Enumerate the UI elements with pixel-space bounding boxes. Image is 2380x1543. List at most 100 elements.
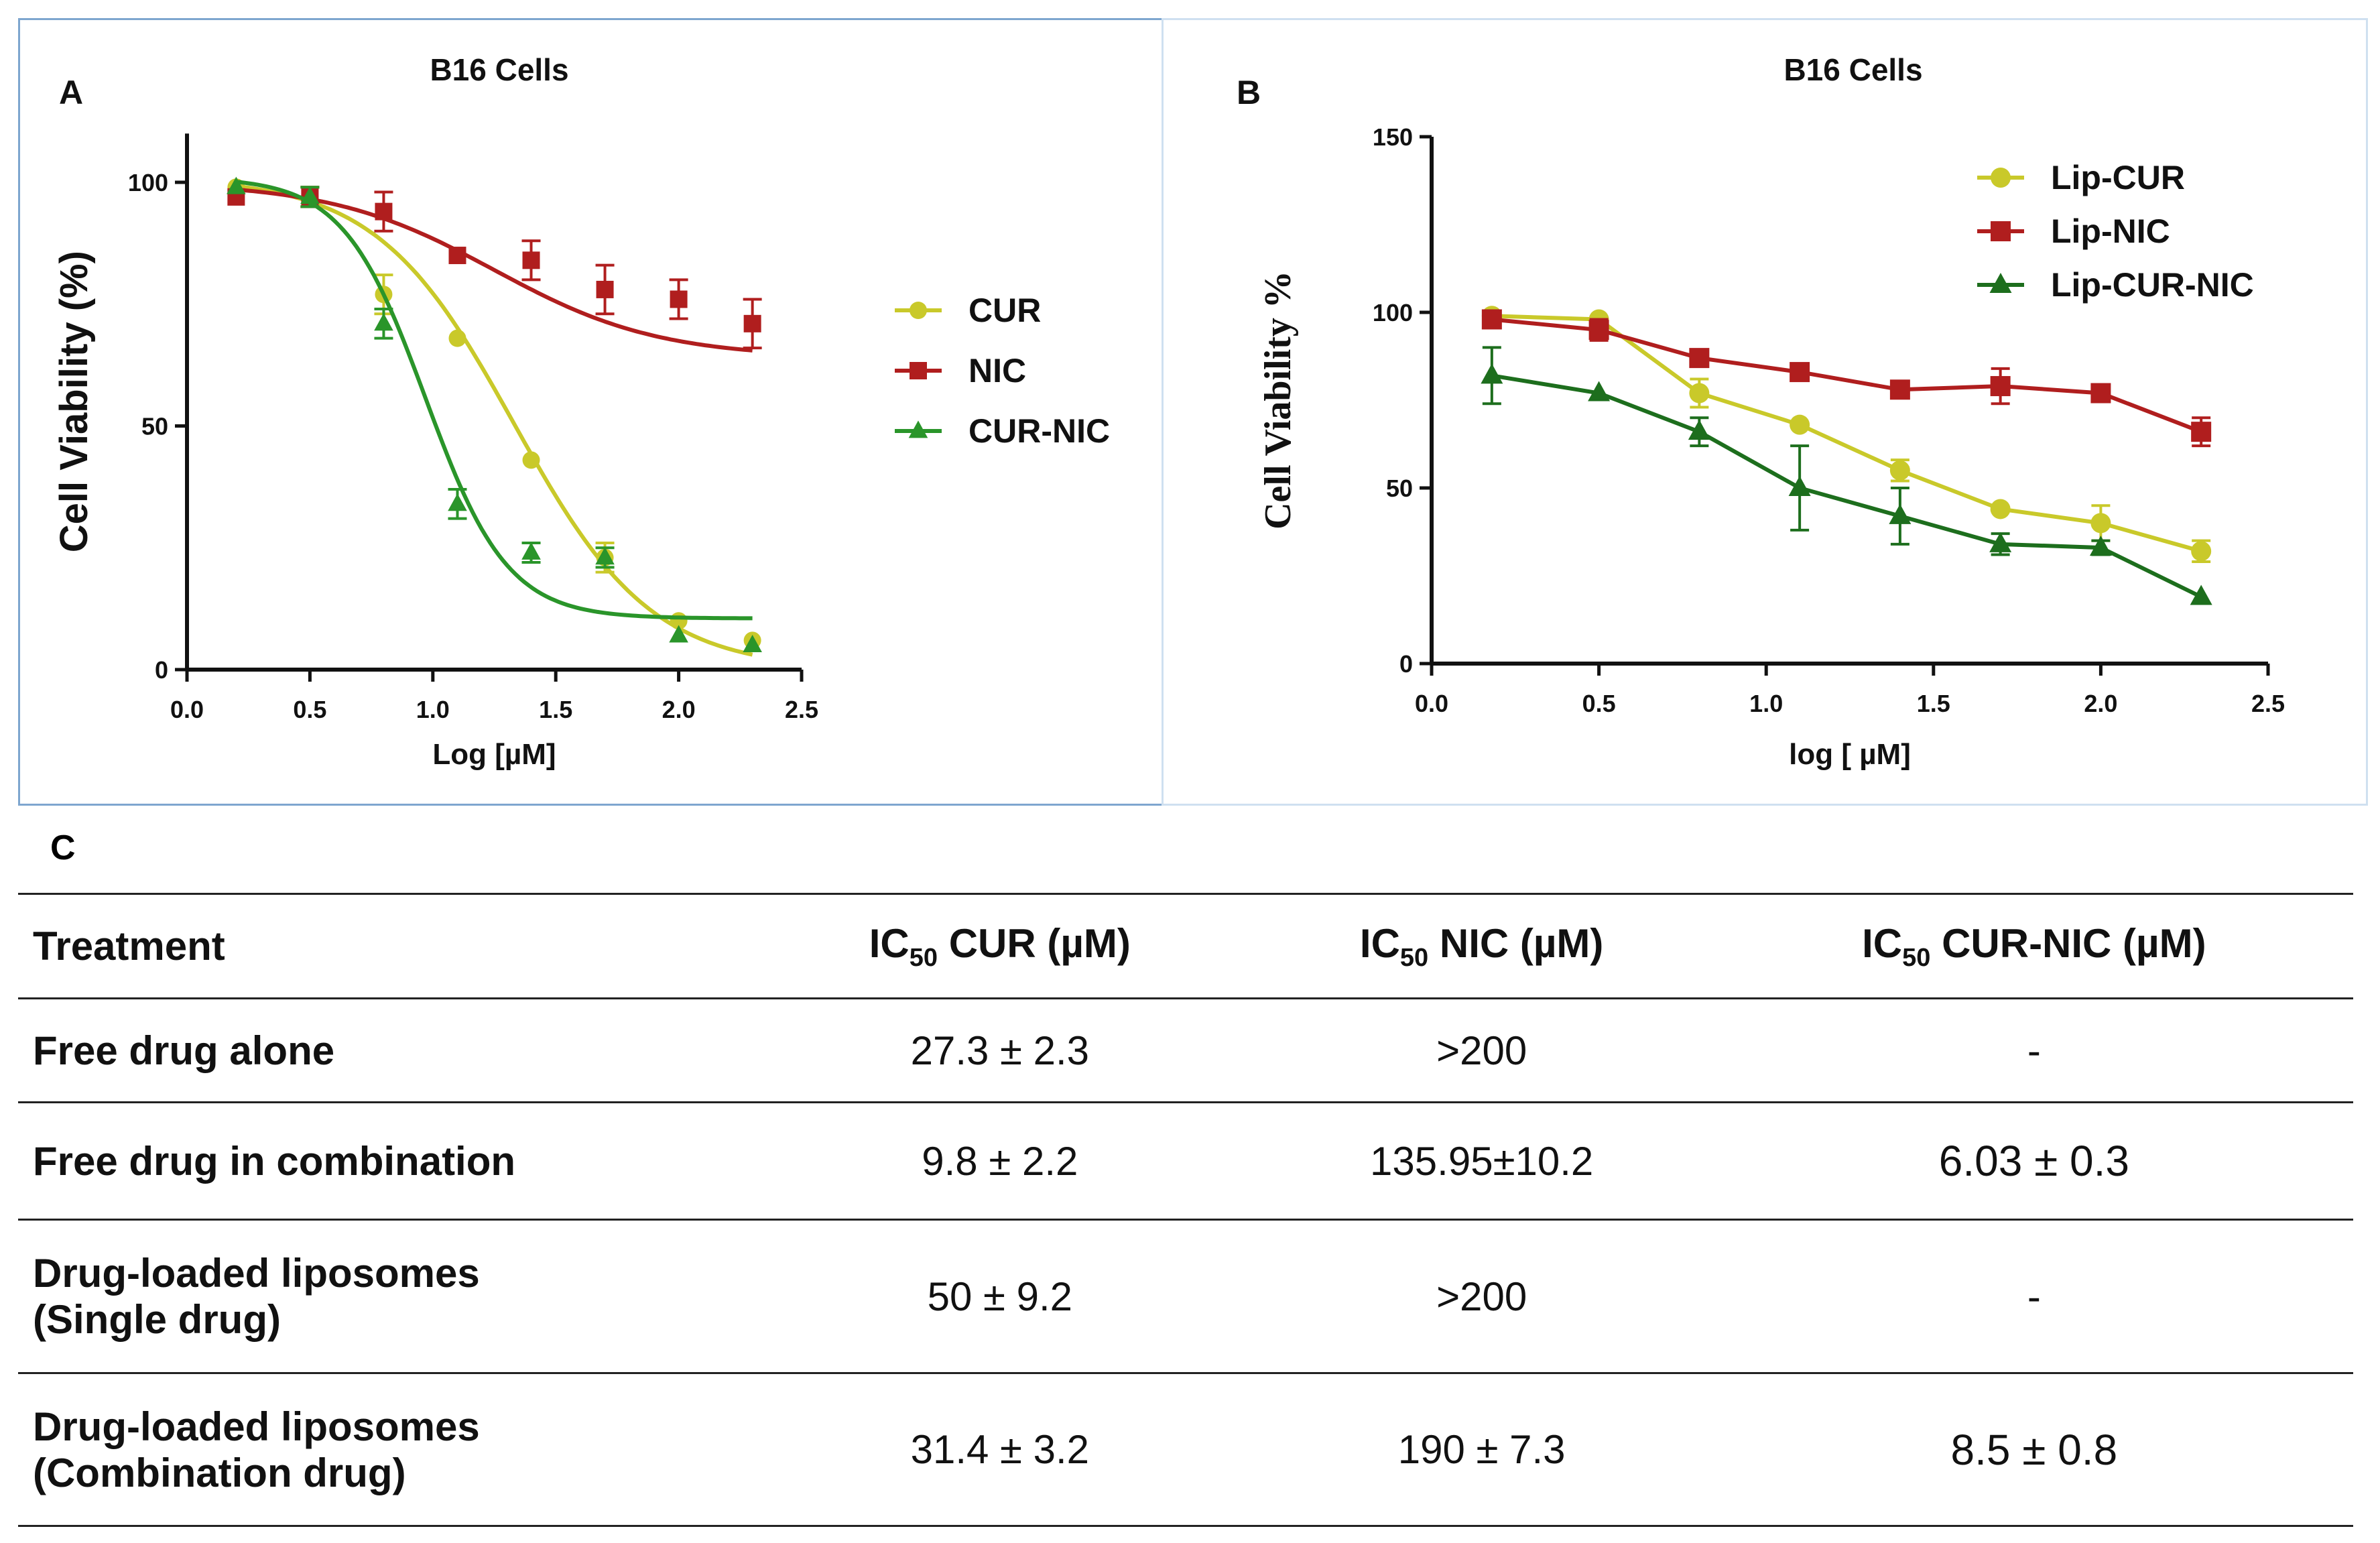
- legend-marker: [910, 362, 927, 379]
- treatment-cell: Free drug in combination: [18, 1101, 751, 1220]
- legend-label: Lip-CUR-NIC: [2051, 266, 2254, 304]
- series-nic: [227, 186, 762, 353]
- ic-subscript: 50: [1902, 943, 1931, 972]
- y-tick-label: 150: [1373, 123, 1413, 151]
- ic-subscript: 50: [1399, 943, 1429, 972]
- header-curnic-text: CUR-NIC (µM): [1930, 920, 2206, 966]
- legend-label: NIC: [968, 352, 1026, 389]
- legend-marker: [1989, 273, 2012, 293]
- series-lip-cur-nic: [1481, 346, 2212, 605]
- series-line: [1491, 314, 2202, 554]
- x-tick-label: 1.0: [1749, 690, 1783, 717]
- x-tick-label: 1.5: [539, 696, 572, 723]
- legend-marker: [910, 302, 927, 319]
- data-point: [2191, 541, 2212, 562]
- series-cur-nic: [227, 176, 762, 653]
- y-axis-label: Cell Viability (%): [52, 251, 96, 552]
- x-tick-label: 0.0: [170, 696, 204, 723]
- ic50-table: Treatment IC50 CUR (µM) IC50 NIC (µM) IC…: [18, 893, 2353, 1527]
- x-tick-label: 2.0: [2084, 690, 2117, 717]
- legend-label: Lip-NIC: [2051, 212, 2170, 250]
- fit-curve: [236, 180, 753, 621]
- treatment-cell: Drug-loaded liposomes (Single drug): [18, 1219, 751, 1373]
- legend-label: CUR: [968, 292, 1041, 329]
- header-ic50-cur: IC50 CUR (µM): [751, 893, 1249, 999]
- chart-b-title: B16 Cells: [1783, 52, 1922, 87]
- data-point: [1689, 348, 1710, 369]
- y-tick-label: 50: [1386, 475, 1413, 502]
- data-point: [1790, 362, 1810, 383]
- data-point: [1481, 363, 1503, 384]
- panel-label-a: A: [59, 74, 83, 111]
- ic50-nic-cell: 190 ± 7.3: [1248, 1372, 1715, 1527]
- legend-label: Lip-CUR: [2051, 159, 2185, 196]
- data-point: [448, 493, 467, 511]
- table-row: Free drug in combination 9.8 ± 2.2 135.9…: [18, 1101, 2353, 1220]
- charts-svg: A B16 Cells B B16 Cells 0.0 0.5 1.0 1.5 2.0 2…: [52, 52, 2285, 771]
- treatment-subtext: (Combination drug): [33, 1450, 406, 1495]
- data-point: [743, 314, 761, 332]
- fit-curve: [236, 184, 753, 657]
- treatment-cell: Free drug alone: [18, 997, 751, 1103]
- fit-curve: [236, 187, 753, 353]
- x-tick-label: 0.0: [1415, 690, 1448, 717]
- data-point: [375, 202, 393, 221]
- chart-a-title: B16 Cells: [430, 52, 568, 87]
- data-point: [2090, 513, 2111, 534]
- ic50-curnic-cell: -: [1714, 997, 2353, 1103]
- table-row: Free drug alone 27.3 ± 2.3 >200 -: [18, 997, 2353, 1103]
- data-point: [670, 290, 688, 308]
- ic-text: IC: [1862, 920, 1903, 966]
- treatment-text: Free drug alone: [33, 1028, 335, 1073]
- data-point: [669, 625, 688, 643]
- x-tick-label: 2.5: [2251, 690, 2285, 717]
- ic50-cur-cell: 50 ± 9.2: [751, 1219, 1249, 1373]
- chart-a: 0.0 0.5 1.0 1.5 2.0 2.5 0 50 100 Log [µM] Cell Via…: [52, 133, 1110, 771]
- legend-label: CUR-NIC: [968, 412, 1110, 450]
- data-point: [1788, 476, 1811, 496]
- table-row: Drug-loaded liposomes (Single drug) 50 ± …: [18, 1219, 2353, 1373]
- data-point: [1889, 503, 1912, 524]
- data-point: [1588, 320, 1609, 341]
- panel-b-frame: [1162, 18, 2368, 806]
- ic50-cur-cell: 27.3 ± 2.3: [751, 997, 1249, 1103]
- ic-subscript: 50: [909, 943, 938, 972]
- data-point: [1481, 309, 1502, 330]
- ic50-curnic-cell: -: [1714, 1219, 2353, 1373]
- data-point: [448, 329, 466, 347]
- data-point: [521, 542, 541, 560]
- chart-b: 0.0 0.5 1.0 1.5 2.0 2.5 0 50 100 150 log [ µM] Cell…: [1257, 123, 2285, 771]
- data-point: [595, 547, 615, 565]
- data-point: [448, 247, 466, 265]
- data-point: [1990, 376, 2011, 397]
- treatment-text: Drug-loaded liposomes: [33, 1251, 480, 1296]
- data-point: [1990, 499, 2011, 519]
- ic50-cur-cell: 9.8 ± 2.2: [751, 1101, 1249, 1220]
- data-point: [743, 635, 762, 653]
- series-line: [1491, 317, 2202, 434]
- series-lip-cur: [1481, 306, 2212, 564]
- data-point: [2191, 422, 2212, 442]
- data-point: [374, 313, 393, 331]
- treatment-cell: Drug-loaded liposomes (Combination drug): [18, 1372, 751, 1527]
- data-point: [227, 176, 246, 194]
- treatment-text: Drug-loaded liposomes: [33, 1404, 480, 1449]
- data-point: [1588, 381, 1611, 402]
- y-tick-label: 0: [155, 656, 168, 684]
- y-tick-label: 50: [141, 413, 168, 440]
- data-point: [2090, 383, 2111, 404]
- y-tick-label: 100: [128, 169, 168, 196]
- table-row: Drug-loaded liposomes (Combination drug) …: [18, 1372, 2353, 1527]
- data-point: [2089, 536, 2112, 556]
- legend-marker: [908, 420, 928, 438]
- header-cur-text: CUR (µM): [938, 920, 1131, 966]
- ic50-nic-cell: >200: [1248, 1219, 1715, 1373]
- legend-marker: [1991, 221, 2011, 241]
- x-axis-label: log [ µM]: [1789, 738, 1911, 771]
- ic50-nic-cell: 135.95±10.2: [1248, 1101, 1715, 1220]
- data-point: [522, 451, 540, 469]
- ic50-curnic-cell: 8.5 ± 0.8: [1714, 1372, 2353, 1527]
- y-tick-label: 100: [1373, 299, 1413, 326]
- y-axis-label: Cell Viability %: [1257, 271, 1299, 530]
- x-tick-label: 2.0: [662, 696, 696, 723]
